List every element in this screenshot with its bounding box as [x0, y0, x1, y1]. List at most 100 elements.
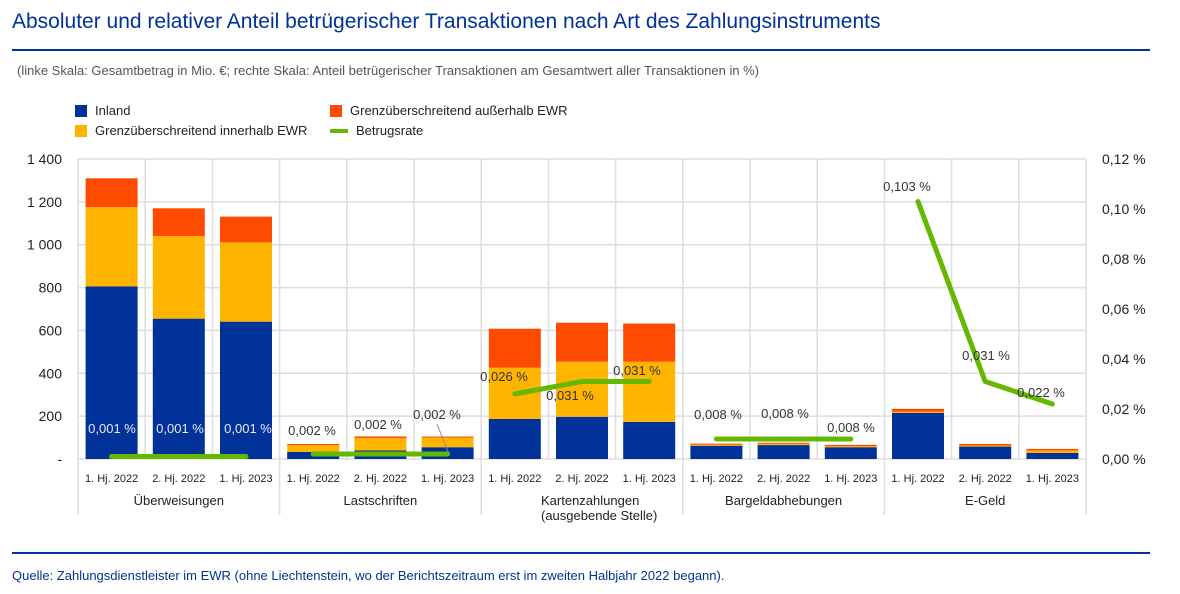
- y-right-tick-label: 0,08 %: [1102, 251, 1146, 267]
- y-left-tick-label: 1 200: [27, 194, 62, 210]
- bar-segment: [220, 216, 272, 243]
- bar-segment: [1026, 448, 1079, 451]
- x-tick-label: 2. Hj. 2022: [757, 473, 810, 485]
- bar-segment: [824, 444, 877, 447]
- x-tick-label: 1. Hj. 2022: [690, 473, 743, 485]
- bar-segment: [892, 411, 944, 413]
- y-right-tick-label: 0,06 %: [1102, 301, 1146, 317]
- y-right-tick-label: 0,12 %: [1102, 151, 1146, 167]
- bar-segment: [354, 436, 407, 438]
- rate-data-label: 0,001 %: [88, 421, 136, 436]
- rate-data-label: 0,031 %: [613, 363, 661, 378]
- bar-segment: [421, 436, 474, 438]
- rate-data-label: 0,031 %: [962, 348, 1010, 363]
- rate-data-label: 0,008 %: [761, 406, 809, 421]
- y-left-tick-label: 1 400: [27, 151, 62, 167]
- rate-data-label: 0,001 %: [224, 421, 272, 436]
- legend-rate: Betrugsrate: [330, 123, 423, 138]
- y-left-tick-label: 400: [39, 365, 63, 381]
- legend-swatch: [75, 104, 87, 117]
- rate-data-label: 0,002 %: [354, 417, 402, 432]
- source-note: Quelle: Zahlungsdienstleister im EWR (oh…: [12, 568, 725, 583]
- legend-innerhalb: Grenzüberschreitend innerhalb EWR: [75, 123, 307, 138]
- bar-segment: [556, 322, 608, 362]
- rate-data-label: 0,022 %: [1017, 385, 1065, 400]
- rate-data-label: 0,002 %: [288, 423, 336, 438]
- x-tick-label: 1. Hj. 2023: [623, 473, 676, 485]
- bar-segment: [892, 412, 944, 459]
- group-label: (ausgebende Stelle): [541, 508, 657, 523]
- bar-segment: [959, 446, 1012, 459]
- bar-segment: [152, 208, 205, 237]
- rate-data-label: 0,001 %: [156, 421, 204, 436]
- rate-data-label: 0,008 %: [694, 407, 742, 422]
- x-tick-label: 1. Hj. 2023: [219, 473, 272, 485]
- y-left-tick-label: 200: [39, 408, 63, 424]
- bar-segment: [824, 446, 877, 448]
- bar-segment: [623, 421, 676, 459]
- bar-segment: [220, 242, 272, 322]
- x-tick-label: 1. Hj. 2022: [287, 473, 340, 485]
- title-rule: [12, 49, 1150, 51]
- chart-title: Absoluter und relativer Anteil betrügeri…: [12, 10, 881, 33]
- bar-segment: [220, 321, 272, 459]
- bar-segment: [623, 323, 676, 362]
- bar-segment: [757, 445, 810, 459]
- bar-segment: [488, 328, 541, 368]
- bar-segment: [1026, 450, 1079, 453]
- x-tick-label: 1. Hj. 2022: [488, 473, 541, 485]
- bar-segment: [824, 447, 877, 459]
- group-label: Lastschriften: [344, 493, 418, 508]
- rate-line: [915, 199, 1055, 407]
- legend-inland: Inland: [75, 103, 130, 118]
- x-tick-label: 2. Hj. 2022: [152, 473, 205, 485]
- rate-data-label: 0,002 %: [413, 407, 461, 422]
- bar-segment: [421, 437, 474, 448]
- group-label: Bargeldabhebungen: [725, 493, 842, 508]
- y-right-tick-label: 0,02 %: [1102, 401, 1146, 417]
- bar-segment: [959, 445, 1012, 447]
- bar-segment: [1026, 453, 1079, 459]
- bar-segment: [85, 207, 138, 287]
- bar-segment: [623, 361, 676, 422]
- x-tick-label: 1. Hj. 2022: [891, 473, 944, 485]
- legend-swatch: [330, 128, 348, 133]
- group-label: Kartenzahlungen: [541, 493, 639, 508]
- bar-segment: [757, 442, 810, 444]
- rate-data-label: 0,031 %: [546, 388, 594, 403]
- legend-swatch: [330, 104, 342, 117]
- bar-segment: [354, 438, 407, 451]
- rate-data-label: 0,103 %: [883, 179, 931, 194]
- x-tick-label: 2. Hj. 2022: [555, 473, 608, 485]
- x-tick-label: 2. Hj. 2022: [354, 473, 407, 485]
- bar-segment: [690, 443, 743, 445]
- x-tick-label: 1. Hj. 2023: [421, 473, 474, 485]
- bar-segment: [757, 443, 810, 446]
- legend-swatch: [75, 124, 87, 137]
- label-leader-line: [436, 423, 450, 455]
- bar-segment: [959, 444, 1012, 446]
- legend-label: Inland: [95, 103, 131, 118]
- bar-segment: [488, 418, 541, 459]
- legend-ausserhalb: Grenzüberschreitend außerhalb EWR: [330, 103, 568, 118]
- bar-segment: [85, 178, 138, 208]
- y-right-tick-label: 0,00 %: [1102, 451, 1146, 467]
- bar-segment: [892, 408, 944, 412]
- x-tick-label: 2. Hj. 2022: [959, 473, 1012, 485]
- bar-segment: [690, 445, 743, 459]
- bar-segment: [556, 416, 608, 459]
- legend-label: Betrugsrate: [356, 123, 424, 138]
- bar-segment: [152, 318, 205, 459]
- bar-segment: [287, 445, 340, 452]
- chart-subtitle: (linke Skala: Gesamtbetrag in Mio. €; re…: [17, 63, 760, 78]
- bar-segment: [287, 444, 340, 446]
- bar-segment: [690, 444, 743, 446]
- legend-label: Grenzüberschreitend innerhalb EWR: [95, 123, 308, 138]
- x-tick-label: 1. Hj. 2023: [824, 473, 877, 485]
- x-tick-label: 1. Hj. 2023: [1026, 473, 1079, 485]
- x-tick-label: 1. Hj. 2022: [85, 473, 138, 485]
- y-left-tick-label: 800: [39, 280, 63, 296]
- rate-data-label: 0,026 %: [480, 369, 528, 384]
- y-left-tick-label: 600: [39, 322, 63, 338]
